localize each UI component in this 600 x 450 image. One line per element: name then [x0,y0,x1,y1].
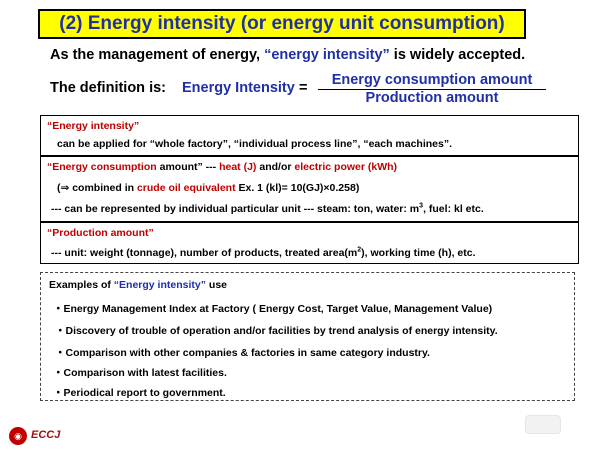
examples-heading-post: use [205,279,227,291]
box1-text: can be applied for “whole factory”, “ind… [57,138,453,150]
box2-line-3: --- can be represented by individual par… [51,202,484,216]
intro-line: As the management of energy, “energy int… [50,47,525,63]
fraction-numerator: Energy consumption amount [331,72,533,88]
examples-item: ・Comparison with other companies & facto… [55,347,430,359]
box2-line3-pre: --- can be represented by individual par… [51,203,420,215]
box2-line3-rest: , fuel: kl etc. [423,203,484,215]
slide-title-text: (2) Energy intensity (or energy unit con… [59,13,505,34]
box3-text-pre: --- unit: weight (tonnage), number of pr… [51,247,358,259]
intro-term: “energy intensity” [264,47,390,63]
examples-heading: Examples of “Energy intensity” use [49,279,227,291]
production-amount-box: “Production amount” --- unit: weight (to… [40,222,579,264]
intro-text-2: is widely accepted. [389,47,526,63]
energy-intensity-box: “Energy intensity” can be applied for “w… [40,115,579,156]
box2-electric: electric power (kWh) [294,161,398,173]
definition-term: Energy Intensity [182,80,295,96]
box1-heading: “Energy intensity” [47,120,140,132]
examples-item: ・Comparison with latest facilities. [53,367,227,379]
examples-box: Examples of “Energy intensity” use ・Ener… [40,272,575,401]
eccj-logo: ◉ ECCJ [9,427,69,445]
examples-heading-term: “Energy intensity” [113,279,206,291]
slide-corner-mark [525,415,561,434]
definition-label: The definition is: [50,80,166,96]
logo-text: ECCJ [31,429,61,441]
examples-item: ・Discovery of trouble of operation and/o… [55,325,498,337]
box2-crude: crude oil equivalent [136,182,236,194]
examples-item: ・Periodical report to government. [53,387,226,399]
box2-heat: heat (J) [219,161,257,173]
fraction-bar [318,89,546,90]
box2-line-1: “Energy consumption amount” --- heat (J)… [47,161,397,173]
box2-and-or: and/or [256,161,295,173]
definition-row: The definition is: Energy Intensity = En… [50,72,550,108]
box2-heading-rest: amount” --- [156,161,220,173]
box2-heading: “Energy consumption [47,161,157,173]
box3-heading: “Production amount” [47,227,154,239]
examples-item: ・Energy Management Index at Factory ( En… [53,303,493,315]
box2-line-2: (⇒ combined in crude oil equivalent Ex. … [57,182,359,194]
box2-line2-pre: (⇒ combined in [57,182,137,194]
box3-text-rest: ), working time (h), etc. [361,247,476,259]
box2-line2-rest: Ex. 1 (kl)= 10(GJ)×0.258) [235,182,360,194]
examples-heading-pre: Examples of [49,279,114,291]
box2-line3-sup: 3 [419,202,424,210]
energy-consumption-box: “Energy consumption amount” --- heat (J)… [40,156,579,222]
fraction-denominator: Production amount [365,90,499,106]
box3-text: --- unit: weight (tonnage), number of pr… [51,246,476,260]
slide-title: (2) Energy intensity (or energy unit con… [38,9,526,39]
logo-circle-icon: ◉ [9,427,27,445]
intro-text-1: As the management of energy, [50,47,265,63]
definition-equals: = [299,80,308,96]
box3-sup: 2 [357,246,362,254]
